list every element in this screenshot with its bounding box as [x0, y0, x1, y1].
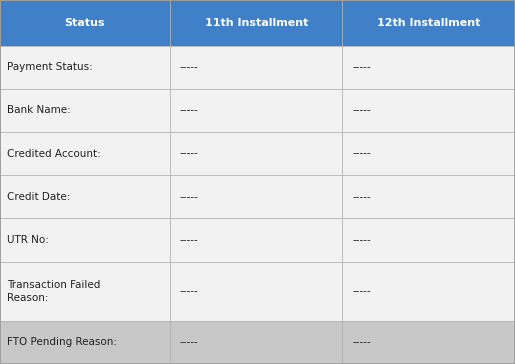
Text: Status: Status — [65, 18, 105, 28]
Bar — [170, 262, 342, 321]
Text: -----: ----- — [352, 62, 371, 72]
Text: -----: ----- — [180, 235, 199, 245]
Text: -----: ----- — [352, 105, 371, 115]
Bar — [170, 132, 342, 175]
Text: -----: ----- — [180, 337, 199, 347]
Text: -----: ----- — [180, 192, 199, 202]
Bar — [170, 218, 342, 262]
Text: 12th Installment: 12th Installment — [377, 18, 480, 28]
Bar — [170, 0, 342, 46]
Bar — [170, 46, 342, 89]
Bar — [342, 262, 515, 321]
Text: -----: ----- — [180, 149, 199, 159]
Bar — [342, 89, 515, 132]
Text: Payment Status:: Payment Status: — [7, 62, 93, 72]
Text: Credit Date:: Credit Date: — [7, 192, 71, 202]
Text: Transaction Failed
Reason:: Transaction Failed Reason: — [7, 280, 100, 302]
Bar — [342, 321, 515, 364]
Text: -----: ----- — [352, 337, 371, 347]
Text: -----: ----- — [352, 286, 371, 296]
Text: -----: ----- — [352, 235, 371, 245]
Bar — [0, 89, 170, 132]
Bar — [170, 175, 342, 218]
Bar — [342, 46, 515, 89]
Bar — [0, 175, 170, 218]
Bar — [170, 321, 342, 364]
Text: Credited Account:: Credited Account: — [7, 149, 101, 159]
Bar — [0, 0, 170, 46]
Text: 11th Installment: 11th Installment — [204, 18, 308, 28]
Bar — [0, 46, 170, 89]
Bar — [0, 321, 170, 364]
Text: FTO Pending Reason:: FTO Pending Reason: — [7, 337, 117, 347]
Bar — [342, 132, 515, 175]
Bar — [342, 218, 515, 262]
Text: -----: ----- — [180, 105, 199, 115]
Bar — [170, 89, 342, 132]
Bar — [342, 0, 515, 46]
Text: -----: ----- — [352, 192, 371, 202]
Bar — [342, 175, 515, 218]
Text: Bank Name:: Bank Name: — [7, 105, 71, 115]
Text: UTR No:: UTR No: — [7, 235, 49, 245]
Text: -----: ----- — [352, 149, 371, 159]
Text: -----: ----- — [180, 62, 199, 72]
Bar — [0, 218, 170, 262]
Bar — [0, 262, 170, 321]
Bar — [0, 132, 170, 175]
Text: -----: ----- — [180, 286, 199, 296]
